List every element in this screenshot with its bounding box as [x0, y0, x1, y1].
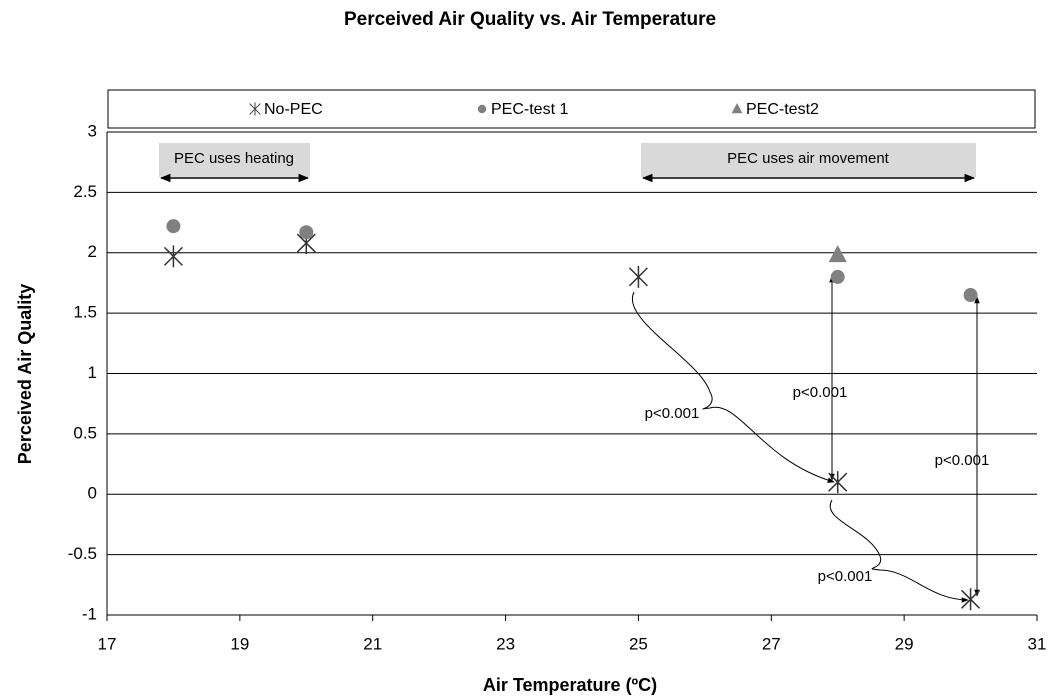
legend-box: [107, 89, 1036, 129]
chart-title: Perceived Air Quality vs. Air Temperatur…: [344, 9, 716, 30]
annotation: p<0.001: [935, 452, 990, 469]
arrow: [829, 499, 969, 603]
legend-label: PEC-test 1: [491, 101, 568, 118]
annotation: p<0.001: [793, 384, 848, 401]
annotation: p<0.001: [818, 568, 873, 585]
point: [828, 471, 848, 494]
y-tick-label: 1: [88, 363, 97, 382]
annotation: PEC uses air movement: [727, 150, 890, 167]
point: [163, 245, 183, 268]
point: [963, 288, 978, 303]
x-tick-label: 27: [762, 634, 781, 653]
x-tick-label: 29: [895, 634, 914, 653]
y-tick-label: -1: [82, 604, 97, 623]
arrow: [631, 291, 835, 483]
annotation: PEC uses heating: [174, 150, 294, 167]
y-tick-label: 2: [88, 242, 97, 261]
legend-label: PEC-test2: [746, 101, 819, 118]
annotation: p<0.001: [645, 405, 700, 422]
point: [628, 265, 648, 288]
y-tick-label: 0: [88, 484, 97, 503]
point: [961, 588, 981, 611]
legend-marker: [249, 102, 261, 116]
y-tick-label: 1.5: [73, 303, 97, 322]
x-tick-label: 23: [496, 634, 515, 653]
point: [166, 219, 181, 234]
x-tick-label: 19: [230, 634, 249, 653]
point: [828, 245, 847, 263]
x-tick-label: 17: [98, 634, 117, 653]
x-tick-label: 21: [363, 634, 382, 653]
legend-label: No-PEC: [264, 101, 323, 118]
legend-marker: [731, 103, 743, 114]
y-axis-label: Perceived Air Quality: [15, 284, 35, 464]
x-tick-label: 31: [1028, 634, 1047, 653]
x-tick-label: 25: [629, 634, 648, 653]
point: [299, 225, 314, 240]
x-axis-label: Air Temperature (ºC): [483, 675, 657, 695]
y-tick-label: 0.5: [73, 423, 97, 442]
legend-marker: [477, 104, 487, 114]
annotation-box: [641, 143, 976, 177]
y-tick-label: 3: [88, 121, 97, 140]
y-tick-label: 2.5: [73, 182, 97, 201]
point: [830, 269, 845, 284]
annotation-box: [159, 143, 310, 177]
y-tick-label: -0.5: [68, 544, 97, 563]
